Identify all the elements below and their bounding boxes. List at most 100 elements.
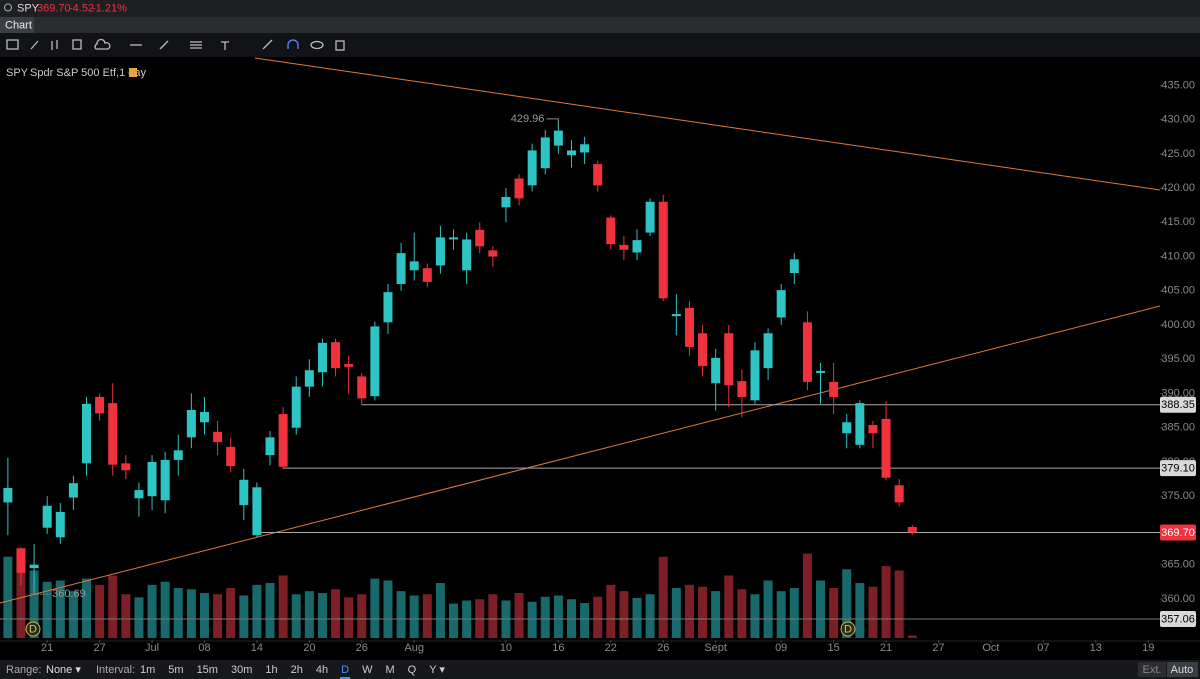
y-tick-label: 425.00 bbox=[1161, 148, 1195, 160]
volume-bar bbox=[422, 594, 432, 638]
level-tag bbox=[1160, 611, 1196, 628]
y-tick-label: 415.00 bbox=[1161, 216, 1195, 228]
volume-bar bbox=[894, 570, 904, 638]
interval-label: Interval: bbox=[96, 664, 135, 676]
x-tick-label: 19 bbox=[1142, 642, 1154, 654]
volume-bar bbox=[816, 580, 826, 638]
x-tick-label: 07 bbox=[1037, 642, 1049, 654]
dividend-label: D bbox=[844, 623, 852, 635]
volume-bar bbox=[540, 596, 550, 638]
y-tick-label: 360.00 bbox=[1161, 593, 1195, 605]
plot: 360.00365.00370.00375.00380.00385.00390.… bbox=[0, 57, 1200, 679]
y-tick-label: 400.00 bbox=[1161, 319, 1195, 331]
y-tick-label: 375.00 bbox=[1161, 490, 1195, 502]
candle-body bbox=[855, 403, 865, 445]
ext-button[interactable] bbox=[1138, 662, 1166, 677]
interval-option[interactable]: D bbox=[341, 664, 349, 676]
candle-body bbox=[16, 548, 26, 573]
candle-body bbox=[842, 422, 852, 434]
interval-option[interactable]: 1h bbox=[265, 664, 277, 676]
x-tick-label: 10 bbox=[500, 642, 512, 654]
volume-bar bbox=[907, 635, 917, 638]
range-value[interactable]: None ▾ bbox=[46, 664, 81, 676]
volume-bar bbox=[29, 570, 39, 638]
search-icon[interactable] bbox=[4, 3, 12, 12]
study-icon[interactable] bbox=[129, 68, 137, 77]
volume-bar bbox=[802, 553, 812, 638]
y-tick-label: 420.00 bbox=[1161, 182, 1195, 194]
volume-bar bbox=[186, 589, 196, 638]
candle-body bbox=[265, 437, 275, 456]
y-tick-label: 410.00 bbox=[1161, 250, 1195, 262]
candle-body bbox=[82, 403, 92, 464]
candle-body bbox=[737, 381, 747, 397]
volume-bar bbox=[134, 597, 144, 638]
candle-body bbox=[304, 370, 314, 387]
interval-option[interactable]: 1m bbox=[140, 664, 155, 676]
candle-body bbox=[580, 144, 590, 153]
ext-label: Ext. bbox=[1143, 664, 1162, 676]
interval-option[interactable]: 15m bbox=[197, 664, 218, 676]
volume-bar bbox=[239, 595, 249, 638]
candle-body bbox=[881, 418, 891, 478]
toolbar-icons[interactable] bbox=[6, 38, 345, 51]
volume-bar bbox=[868, 586, 878, 638]
dividend-marker[interactable] bbox=[25, 621, 41, 637]
change: -4.52 bbox=[69, 2, 94, 14]
x-tick-label: Jul bbox=[145, 642, 159, 654]
level-label: 357.06 bbox=[1161, 613, 1195, 625]
interval-option[interactable]: 30m bbox=[231, 664, 252, 676]
x-tick-label: 22 bbox=[605, 642, 617, 654]
candle-body bbox=[199, 411, 209, 423]
candle-body bbox=[121, 463, 131, 471]
candle-body bbox=[658, 201, 668, 299]
volume-bar bbox=[580, 603, 590, 638]
volume-bar bbox=[855, 583, 865, 638]
x-tick-label: 15 bbox=[828, 642, 840, 654]
candle-body bbox=[488, 250, 498, 257]
interval-option[interactable]: Y ▾ bbox=[429, 664, 445, 676]
annotation-leader bbox=[546, 118, 559, 126]
interval-option[interactable]: 4h bbox=[316, 664, 328, 676]
chart-subtitle: Spdr S&P 500 Etf,1 day bbox=[30, 67, 146, 79]
candle-body bbox=[514, 178, 524, 199]
volume-bar bbox=[711, 591, 721, 638]
trend-line bbox=[0, 305, 1161, 604]
interval-option[interactable]: 5m bbox=[168, 664, 183, 676]
tab[interactable] bbox=[0, 17, 34, 33]
candle-body bbox=[409, 261, 419, 271]
candle-body bbox=[645, 201, 655, 233]
x-tick-label: 16 bbox=[552, 642, 564, 654]
volume-bar bbox=[593, 596, 603, 638]
y-tick-label: 405.00 bbox=[1161, 285, 1195, 297]
candle-body bbox=[632, 240, 642, 253]
candle-body bbox=[383, 292, 393, 323]
candle-body bbox=[698, 333, 708, 367]
toolbar bbox=[0, 33, 1200, 57]
candle-body bbox=[226, 446, 236, 467]
candle-body bbox=[802, 322, 812, 382]
change-pct: -1.21% bbox=[92, 2, 127, 14]
x-tick-label: 27 bbox=[93, 642, 105, 654]
candle-body bbox=[619, 244, 629, 250]
interval-option[interactable]: Q bbox=[408, 664, 417, 676]
interval-option[interactable]: W bbox=[362, 664, 373, 676]
volume-bar bbox=[409, 595, 419, 638]
symbol[interactable]: SPY bbox=[17, 2, 40, 14]
volume-bar bbox=[265, 583, 275, 638]
interval-option[interactable]: 2h bbox=[291, 664, 303, 676]
volume-bar bbox=[344, 597, 354, 638]
volume-bar bbox=[829, 588, 839, 638]
x-tick-label: 21 bbox=[880, 642, 892, 654]
volume-bar bbox=[357, 594, 367, 638]
candle-body bbox=[252, 487, 262, 536]
volume-bar bbox=[737, 589, 747, 638]
volume-bar bbox=[671, 588, 681, 638]
candle-body bbox=[501, 196, 511, 208]
auto-button[interactable] bbox=[1167, 662, 1198, 677]
volume-bar bbox=[370, 578, 380, 638]
dividend-marker[interactable] bbox=[840, 621, 856, 637]
tab-label[interactable]: Chart bbox=[5, 19, 32, 31]
interval-option[interactable]: M bbox=[385, 664, 394, 676]
volume-bar bbox=[226, 588, 236, 638]
